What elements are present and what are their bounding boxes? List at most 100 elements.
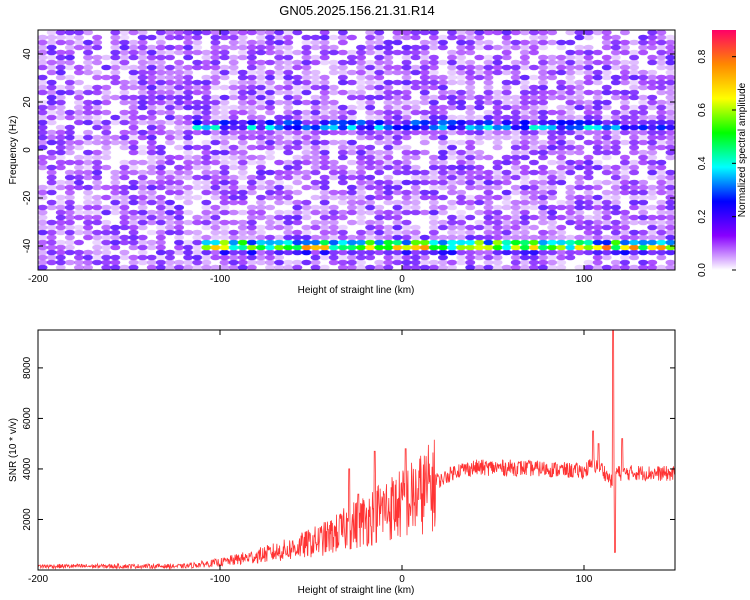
heatmap-cell <box>547 184 558 191</box>
heatmap-cell <box>519 264 530 270</box>
heatmap-cell <box>638 194 649 201</box>
heatmap-cell <box>638 199 649 206</box>
heatmap-cell <box>510 124 521 131</box>
heatmap-cell <box>656 214 667 221</box>
heatmap-cell <box>365 174 376 181</box>
heatmap-cell <box>601 249 612 256</box>
heatmap-cell <box>274 199 285 206</box>
heatmap-cell <box>656 264 667 270</box>
heatmap-cell <box>274 219 285 226</box>
heatmap-cell <box>456 74 467 81</box>
heatmap-cell <box>64 134 75 141</box>
heatmap-cell <box>346 254 357 261</box>
heatmap-cell <box>456 99 467 106</box>
heatmap-cell <box>210 84 221 91</box>
heatmap-cell <box>356 59 367 66</box>
heatmap-cell <box>392 119 403 126</box>
heatmap-cell <box>319 249 330 256</box>
heatmap-cell <box>146 219 157 226</box>
heatmap-cell <box>201 79 212 86</box>
heatmap-cell <box>201 129 212 136</box>
heatmap-cell <box>374 84 385 91</box>
heatmap-cell <box>228 104 239 111</box>
heatmap-cell <box>146 194 157 201</box>
heatmap-cell <box>638 129 649 136</box>
heatmap-cell <box>610 119 621 126</box>
heatmap-cell <box>246 259 257 266</box>
heatmap-cell <box>328 109 339 116</box>
heatmap-cell <box>146 49 157 56</box>
heatmap-cell <box>119 189 130 196</box>
heatmap-cell <box>528 129 539 136</box>
heatmap-cell <box>237 239 248 246</box>
heatmap-cell <box>583 234 594 241</box>
heatmap-cell <box>119 169 130 176</box>
heatmap-cell <box>428 264 439 270</box>
heatmap-cell <box>565 209 576 216</box>
heatmap-cell <box>665 179 675 186</box>
heatmap-cell <box>110 69 121 76</box>
heatmap-cell <box>228 119 239 126</box>
heatmap-cell <box>565 194 576 201</box>
heatmap-cell <box>656 114 667 121</box>
heatmap-cell <box>92 59 103 66</box>
heatmap-cell <box>255 254 266 261</box>
heatmap-cell <box>565 139 576 146</box>
heatmap-cell <box>92 74 103 81</box>
heatmap-cell <box>192 99 203 106</box>
heatmap-cell <box>483 79 494 86</box>
heatmap-cell <box>192 174 203 181</box>
heatmap-cell <box>319 179 330 186</box>
heatmap-cell <box>528 94 539 101</box>
heatmap-cell <box>201 164 212 171</box>
heatmap-cell <box>437 194 448 201</box>
heatmap-cell <box>101 219 112 226</box>
heatmap-cell <box>328 219 339 226</box>
heatmap-cell <box>656 209 667 216</box>
heatmap-cell <box>192 109 203 116</box>
heatmap-cell <box>283 219 294 226</box>
heatmap-cell <box>428 159 439 166</box>
heatmap-cell <box>383 264 394 270</box>
heatmap-cell <box>92 89 103 96</box>
heatmap-cell <box>583 199 594 206</box>
heatmap-cell <box>255 94 266 101</box>
heatmap-cell <box>538 229 549 236</box>
heatmap-cell <box>246 219 257 226</box>
heatmap-cell <box>274 134 285 141</box>
heatmap-cell <box>392 39 403 46</box>
heatmap-cell <box>519 49 530 56</box>
heatmap-cell <box>583 119 594 126</box>
heatmap-cell <box>629 39 640 46</box>
heatmap-cell <box>428 79 439 86</box>
heatmap-cell <box>155 64 166 71</box>
heatmap-cell <box>592 259 603 266</box>
heatmap-cell <box>547 94 558 101</box>
heatmap-cell <box>137 199 148 206</box>
heatmap-cell <box>592 249 603 256</box>
heatmap-cell <box>583 219 594 226</box>
heatmap-cell <box>201 224 212 231</box>
heatmap-cell <box>292 189 303 196</box>
heatmap-cell <box>38 204 48 211</box>
heatmap-cell <box>183 129 194 136</box>
heatmap-cell <box>592 59 603 66</box>
heatmap-cell <box>55 204 66 211</box>
heatmap-cell <box>474 44 485 51</box>
heatmap-cell <box>456 39 467 46</box>
heatmap-cell <box>101 204 112 211</box>
heatmap-cell <box>565 149 576 156</box>
heatmap-cell <box>401 179 412 186</box>
heatmap-cell <box>638 74 649 81</box>
heatmap-cell <box>237 89 248 96</box>
heatmap-cell <box>101 154 112 161</box>
heatmap-cell <box>246 159 257 166</box>
heatmap-cell <box>392 104 403 111</box>
heatmap-cell <box>619 74 630 81</box>
heatmap-cell <box>638 154 649 161</box>
heatmap-cell <box>64 259 75 266</box>
heatmap-cell <box>610 39 621 46</box>
heatmap-cell <box>447 219 458 226</box>
heatmap-cell <box>283 149 294 156</box>
heatmap-cell <box>656 184 667 191</box>
